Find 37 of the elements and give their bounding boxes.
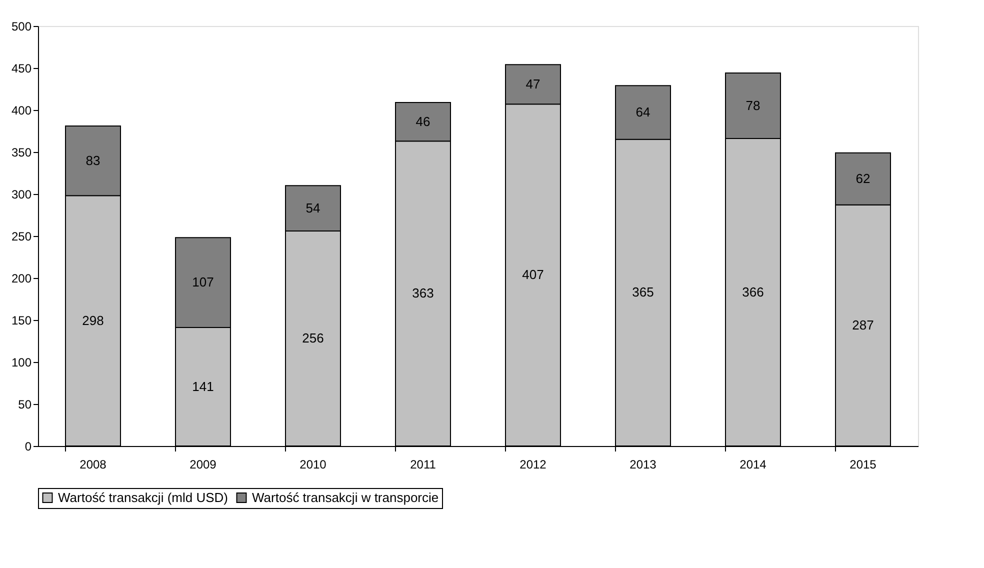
data-label: 141 [192,378,214,394]
data-label: 256 [302,330,324,346]
data-label: 47 [526,76,540,92]
y-tick-label: 300 [11,188,32,202]
x-tick-label: 2010 [300,458,327,472]
data-label: 298 [82,312,104,328]
x-tick-label: 2012 [520,458,547,472]
legend-label: Wartość transakcji (mld USD) [58,490,228,505]
x-tick-label: 2013 [630,458,657,472]
y-tick-label: 350 [11,146,32,160]
x-tick-label: 2008 [80,458,107,472]
y-tick-label: 200 [11,272,32,286]
data-label: 287 [852,317,874,332]
y-tick-label: 400 [11,104,32,118]
x-tick-label: 2014 [740,458,767,472]
y-tick-label: 50 [18,398,32,412]
y-tick-label: 150 [11,314,32,328]
legend-label: Wartość transakcji w transporcie [252,490,439,505]
data-label: 107 [192,274,214,290]
data-label: 54 [306,200,320,216]
y-tick-label: 250 [11,230,32,244]
data-label: 363 [412,286,434,301]
y-tick-label: 450 [11,62,32,76]
data-label: 365 [632,284,654,300]
x-tick-label: 2011 [410,458,436,472]
data-label: 407 [522,267,544,282]
data-label: 62 [856,170,870,186]
y-tick-label: 100 [11,356,32,370]
y-tick-label: 500 [11,20,32,34]
x-tick-label: 2009 [190,458,217,472]
x-tick-label: 2015 [850,458,877,472]
data-label: 46 [416,114,430,129]
data-label: 64 [636,104,650,120]
data-label: 83 [86,152,100,168]
data-label: 366 [742,284,764,300]
data-label: 78 [746,98,760,113]
y-tick-label: 0 [24,440,32,454]
